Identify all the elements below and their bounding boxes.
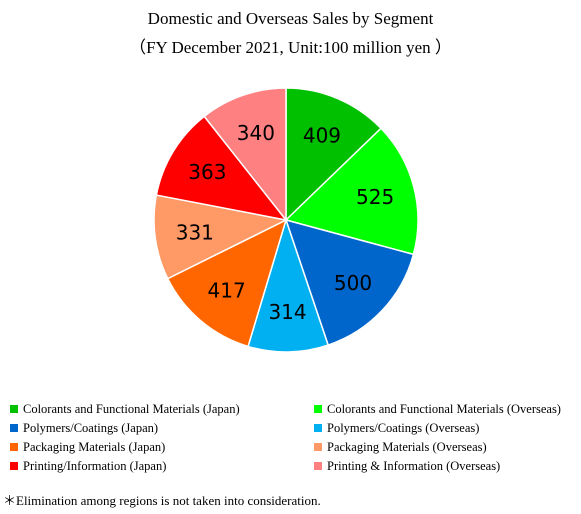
pie-slice-6 xyxy=(155,115,288,222)
pie-slice-4 xyxy=(166,218,288,348)
legend-swatch xyxy=(10,443,18,451)
legend-item-4: Packaging Materials (Japan) xyxy=(10,438,165,456)
pie-slice-1 xyxy=(284,127,419,256)
chart-title: Domestic and Overseas Sales by Segment xyxy=(147,9,434,28)
legend-swatch xyxy=(314,405,322,413)
pie-slice-5 xyxy=(153,194,289,280)
slice-value-label-4: 417 xyxy=(208,278,246,302)
slice-value-label-1: 525 xyxy=(356,185,394,209)
legend-label: Packaging Materials (Japan) xyxy=(23,439,166,454)
slice-value-label-7: 340 xyxy=(237,121,275,145)
pie-slice-7 xyxy=(203,87,287,223)
legend-label: Polymers/Coatings (Japan) xyxy=(23,420,159,435)
legend-swatch xyxy=(314,424,322,432)
footnote: ＊Elimination among regions is not taken … xyxy=(3,493,321,508)
legend-swatch xyxy=(10,462,18,470)
legend-swatch xyxy=(10,424,18,432)
chart-subtitle: （FY December 2021, Unit:100 million yen … xyxy=(129,38,452,57)
pie-slice-0 xyxy=(285,87,383,222)
legend-item-1: Colorants and Functional Materials (Over… xyxy=(314,400,561,418)
legend-label: Colorants and Functional Materials (Japa… xyxy=(23,401,240,416)
legend-label: Polymers/Coatings (Overseas) xyxy=(327,420,480,435)
legend-swatch xyxy=(10,405,18,413)
slice-value-label-0: 409 xyxy=(303,123,341,147)
pie-svg: 409 525 500 314 417 331 363 340 xyxy=(153,87,419,353)
legend-item-5: Packaging Materials (Overseas) xyxy=(314,438,487,456)
legend-label: Printing/Information (Japan) xyxy=(23,458,167,473)
legend-item-7: Printing & Information (Overseas) xyxy=(314,457,500,475)
slice-value-label-2: 500 xyxy=(334,271,372,295)
legend-label: Packaging Materials (Overseas) xyxy=(327,439,487,454)
slice-value-label-3: 314 xyxy=(268,300,306,324)
slice-value-label-5: 331 xyxy=(176,220,214,244)
legend-swatch xyxy=(314,443,322,451)
legend-item-6: Printing/Information (Japan) xyxy=(10,457,166,475)
legend-item-2: Polymers/Coatings (Japan) xyxy=(10,419,158,437)
legend-item-3: Polymers/Coatings (Overseas) xyxy=(314,419,479,437)
pie-slice-3 xyxy=(247,217,330,353)
legend-label: Printing & Information (Overseas) xyxy=(327,458,501,473)
legend-item-0: Colorants and Functional Materials (Japa… xyxy=(10,400,240,418)
slice-value-label-6: 363 xyxy=(188,160,226,184)
legend-swatch xyxy=(314,462,322,470)
legend-label: Colorants and Functional Materials (Over… xyxy=(327,401,561,416)
